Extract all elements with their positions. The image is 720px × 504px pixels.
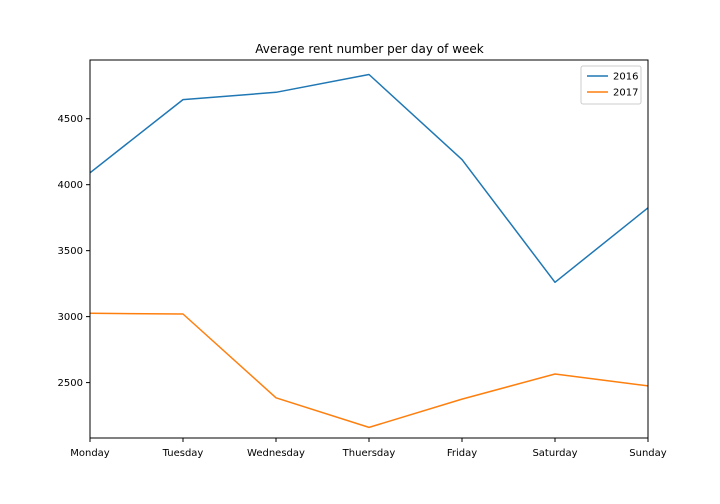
plot-area: [89, 73, 649, 429]
x-tick-label: Tuesday: [162, 448, 204, 459]
y-tick-label: 3500: [58, 246, 83, 257]
x-tick-label: Wednesday: [247, 448, 305, 459]
series-line-2016: [89, 73, 649, 284]
y-tick-label: 4000: [58, 180, 83, 191]
x-axis: Monday Tuesday Wednesday Thuersday Friday Sat…: [70, 438, 667, 459]
legend-label: 2016: [613, 72, 638, 83]
x-tick-label: Friday: [447, 448, 477, 459]
y-tick-label: 4500: [58, 114, 83, 125]
legend-label: 2017: [613, 88, 638, 99]
axes-frame: [89, 59, 649, 439]
y-axis: 2500 3000 3500 4000 4500: [58, 114, 90, 389]
x-tick-label: Sunday: [629, 448, 666, 459]
chart-title: Average rent number per day of week: [255, 42, 484, 56]
series-line-2017: [89, 312, 649, 429]
legend: 2016 2017: [580, 65, 642, 105]
y-tick-label: 3000: [58, 312, 83, 323]
x-tick-label: Saturday: [532, 448, 577, 459]
y-tick-label: 2500: [58, 378, 83, 389]
x-tick-label: Monday: [70, 448, 110, 459]
x-tick-label: Thuersday: [342, 448, 396, 459]
